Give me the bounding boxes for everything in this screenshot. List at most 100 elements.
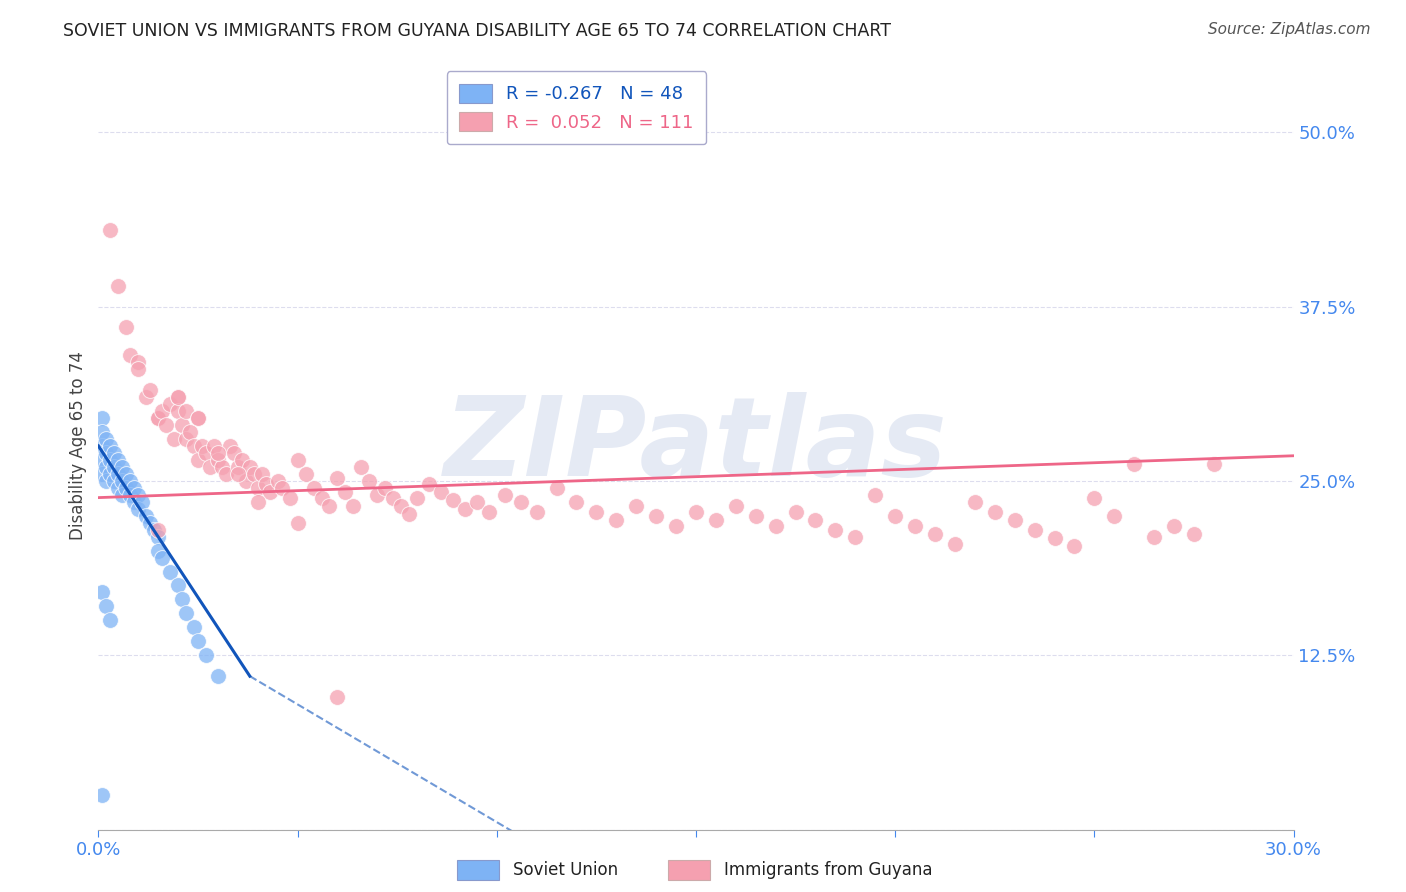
Point bbox=[366, 488, 388, 502]
Point bbox=[259, 485, 281, 500]
Point bbox=[494, 488, 516, 502]
Text: Immigrants from Guyana: Immigrants from Guyana bbox=[724, 861, 932, 879]
Point bbox=[167, 390, 190, 404]
Point bbox=[605, 513, 627, 527]
Point bbox=[167, 404, 190, 418]
Point bbox=[235, 474, 257, 488]
Point bbox=[124, 481, 146, 495]
Point bbox=[120, 474, 142, 488]
Point bbox=[254, 476, 277, 491]
Point bbox=[150, 404, 173, 418]
Text: Soviet Union: Soviet Union bbox=[513, 861, 619, 879]
Point bbox=[187, 411, 209, 425]
Point bbox=[318, 499, 340, 513]
Point bbox=[107, 453, 129, 467]
Point bbox=[239, 459, 262, 474]
Point bbox=[685, 504, 707, 518]
Point bbox=[198, 459, 221, 474]
Point bbox=[163, 432, 186, 446]
Point bbox=[159, 397, 181, 411]
Point bbox=[565, 495, 588, 509]
Point bbox=[359, 474, 381, 488]
Point bbox=[155, 418, 177, 433]
Point bbox=[107, 278, 129, 293]
Point bbox=[311, 491, 333, 505]
Point bbox=[585, 504, 607, 518]
Point bbox=[246, 481, 269, 495]
Point bbox=[96, 446, 118, 460]
Point bbox=[135, 390, 157, 404]
Point bbox=[430, 485, 453, 500]
Point bbox=[107, 481, 129, 495]
Point bbox=[1143, 530, 1166, 544]
Point bbox=[1063, 540, 1085, 554]
Point bbox=[111, 474, 134, 488]
Point bbox=[287, 453, 309, 467]
Point bbox=[665, 518, 688, 533]
Point bbox=[509, 495, 531, 509]
Point bbox=[187, 411, 209, 425]
Text: ZIPatlas: ZIPatlas bbox=[444, 392, 948, 500]
Point bbox=[418, 476, 440, 491]
Point bbox=[207, 669, 229, 683]
Point bbox=[243, 467, 266, 481]
Point bbox=[98, 223, 122, 237]
Point bbox=[167, 578, 190, 592]
Point bbox=[342, 499, 364, 513]
Point bbox=[222, 446, 245, 460]
Point bbox=[1182, 527, 1205, 541]
Point bbox=[115, 467, 138, 481]
Point bbox=[231, 453, 253, 467]
Point bbox=[91, 439, 114, 453]
Text: Source: ZipAtlas.com: Source: ZipAtlas.com bbox=[1208, 22, 1371, 37]
Point bbox=[91, 425, 114, 439]
Text: SOVIET UNION VS IMMIGRANTS FROM GUYANA DISABILITY AGE 65 TO 74 CORRELATION CHART: SOVIET UNION VS IMMIGRANTS FROM GUYANA D… bbox=[63, 22, 891, 40]
Point bbox=[98, 467, 122, 481]
Point bbox=[183, 439, 205, 453]
Point bbox=[172, 592, 194, 607]
Point bbox=[350, 459, 373, 474]
Point bbox=[207, 446, 229, 460]
Point bbox=[454, 501, 477, 516]
Point bbox=[211, 459, 233, 474]
Point bbox=[226, 467, 249, 481]
Point bbox=[804, 513, 827, 527]
Point bbox=[167, 390, 190, 404]
Point bbox=[398, 508, 420, 522]
Point bbox=[626, 499, 648, 513]
Point bbox=[91, 411, 114, 425]
Point bbox=[174, 432, 197, 446]
Point bbox=[98, 453, 122, 467]
Point bbox=[745, 508, 768, 523]
Point bbox=[287, 516, 309, 530]
Point bbox=[785, 504, 807, 518]
Point bbox=[984, 504, 1007, 518]
Point bbox=[195, 648, 218, 663]
Point bbox=[96, 459, 118, 474]
Point bbox=[326, 690, 349, 704]
Point bbox=[943, 536, 966, 550]
Point bbox=[191, 439, 214, 453]
Point bbox=[844, 530, 866, 544]
Point bbox=[131, 495, 153, 509]
Point bbox=[1083, 491, 1105, 505]
Point bbox=[139, 383, 162, 397]
Point bbox=[406, 491, 429, 505]
Point bbox=[546, 481, 568, 495]
Point bbox=[98, 613, 122, 627]
Point bbox=[120, 348, 142, 362]
Point bbox=[207, 453, 229, 467]
Point bbox=[963, 495, 986, 509]
Point bbox=[1043, 531, 1066, 545]
Point bbox=[924, 527, 946, 541]
Point bbox=[374, 481, 396, 495]
Point bbox=[183, 620, 205, 634]
Point bbox=[96, 432, 118, 446]
Point bbox=[1004, 513, 1026, 527]
Point bbox=[267, 474, 290, 488]
Point bbox=[107, 467, 129, 481]
Point bbox=[127, 488, 149, 502]
Point bbox=[139, 516, 162, 530]
Point bbox=[326, 471, 349, 485]
Point bbox=[115, 320, 138, 334]
